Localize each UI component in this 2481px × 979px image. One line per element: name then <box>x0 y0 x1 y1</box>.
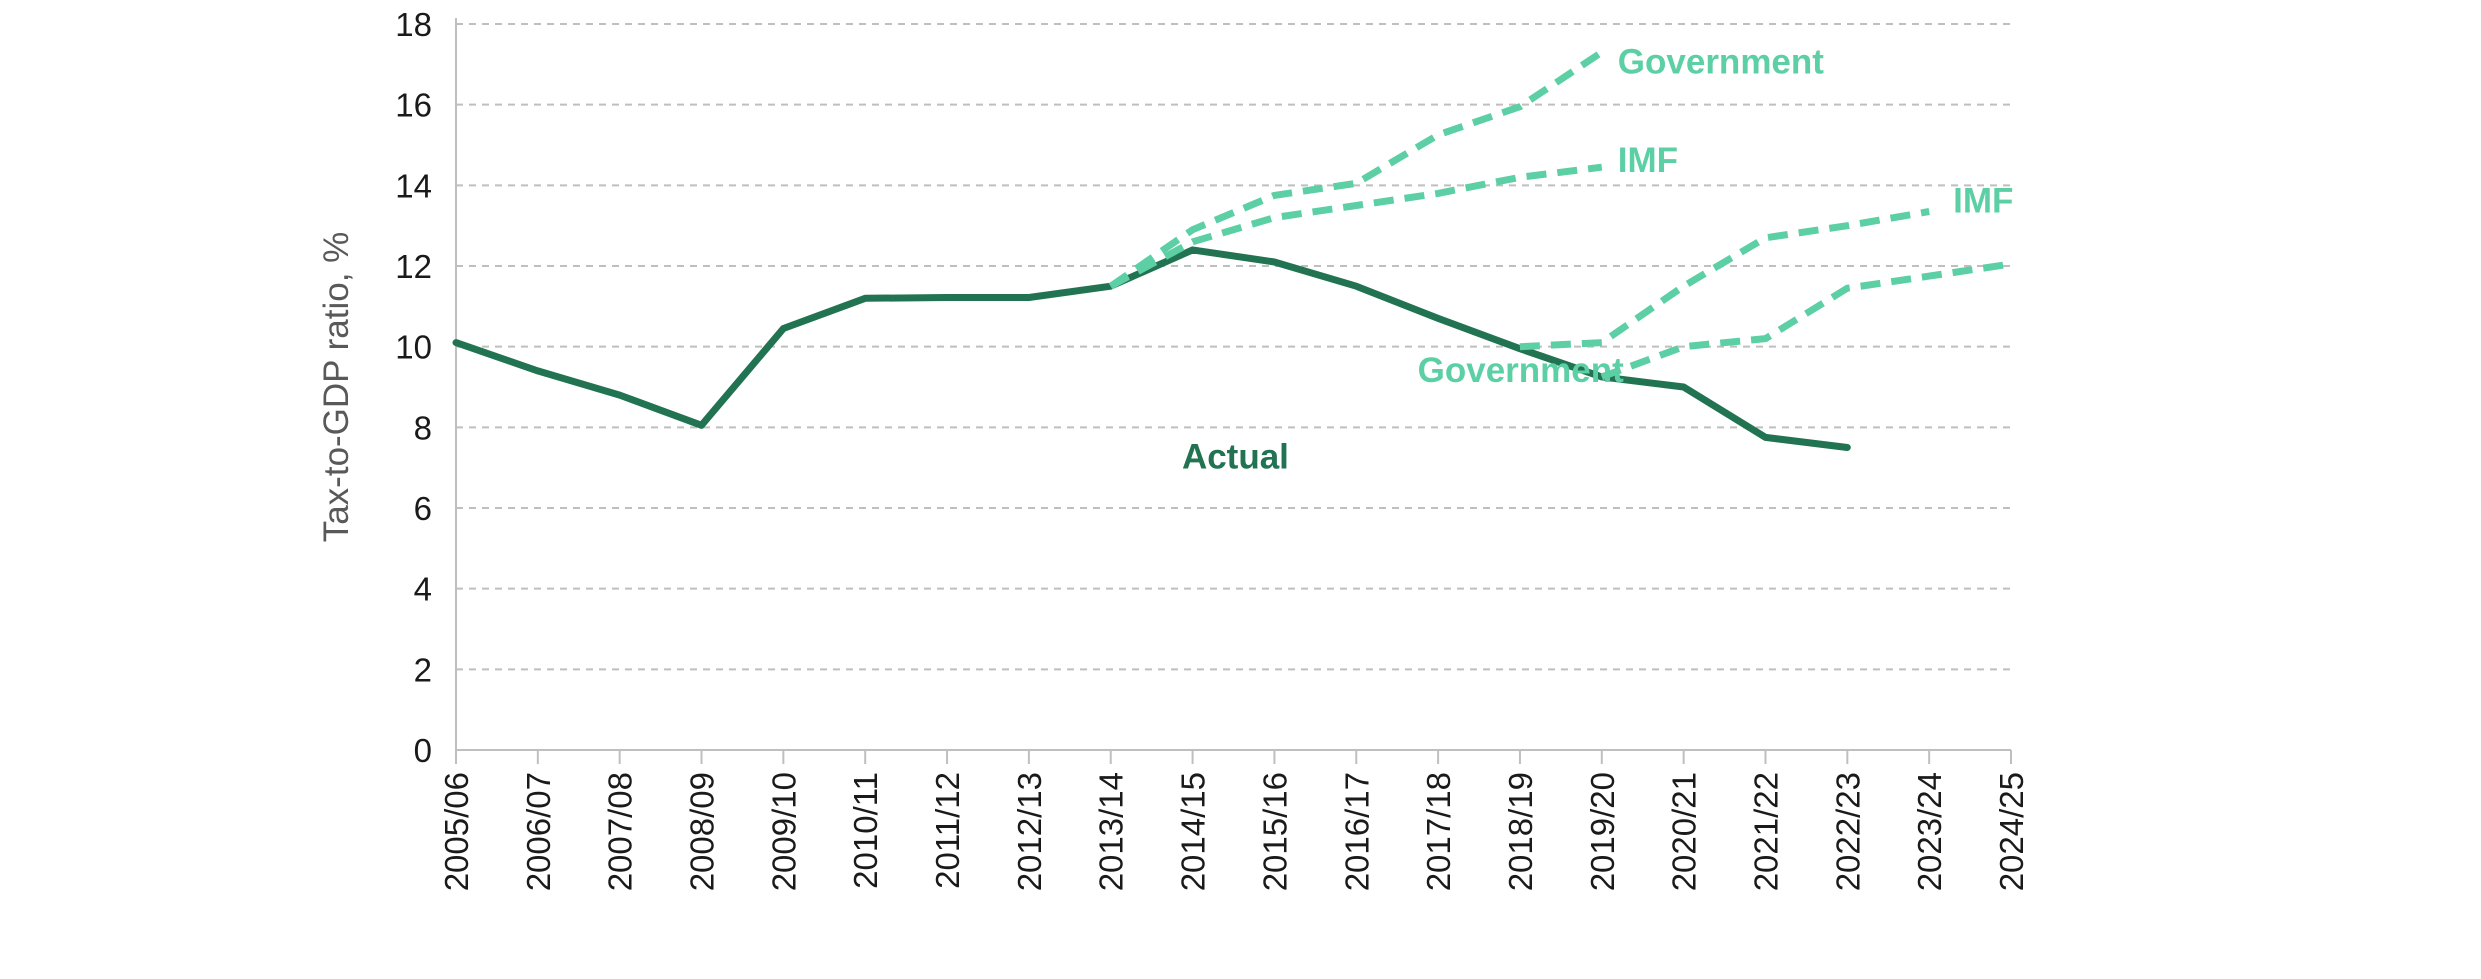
y-tick-label: 18 <box>395 6 432 43</box>
series-line-government-4 <box>1600 260 2012 381</box>
y-tick-label: 16 <box>395 87 432 124</box>
x-tick-label: 2019/20 <box>1584 772 1621 891</box>
x-tick-label: 2020/21 <box>1666 772 1703 891</box>
y-tick-label: 8 <box>414 409 432 446</box>
x-tick-label: 2013/14 <box>1093 772 1130 891</box>
series-lines <box>452 49 2012 451</box>
x-tick-label: 2011/12 <box>929 772 966 889</box>
series-label-government: Government <box>1418 351 1624 390</box>
y-tick-label: 14 <box>395 167 432 204</box>
axes: 0 2 4 6 8 10 12 14 16 18 2005/06 2006/07 2007/08 2008… <box>317 6 2030 891</box>
series-label-actual: Actual <box>1182 438 1289 477</box>
y-tick-label: 0 <box>414 732 432 769</box>
gridlines <box>456 23 2011 671</box>
x-tick-label: 2022/23 <box>1829 772 1866 891</box>
series-line-actual-0 <box>452 246 1851 451</box>
x-tick-label: 2015/16 <box>1256 772 1293 891</box>
x-tick-label: 2005/06 <box>438 772 475 891</box>
series-labels: Government IMF IMF Government Actual <box>1182 42 2013 476</box>
x-tick-label: 2012/13 <box>1011 772 1048 891</box>
x-tick-label: 2023/24 <box>1911 772 1948 891</box>
y-tick-label: 10 <box>395 329 432 366</box>
x-tick-label: 2017/18 <box>1420 772 1457 891</box>
y-tick-label: 12 <box>395 248 432 285</box>
x-tick-label: 2018/19 <box>1502 772 1539 891</box>
series-label-imf: IMF <box>1618 141 1678 180</box>
x-tick-label: 2021/22 <box>1747 772 1784 891</box>
series-label-imf: IMF <box>1953 181 2013 220</box>
series-label-government: Government <box>1618 42 1824 81</box>
y-tick-label: 2 <box>414 651 432 688</box>
x-tick-label: 2006/07 <box>520 772 557 891</box>
x-tick-label: 2008/09 <box>684 772 721 891</box>
x-tick-label: 2010/11 <box>847 772 884 889</box>
series-line-imf-2 <box>1109 163 1603 290</box>
y-tick-label: 6 <box>414 490 432 527</box>
series-line-government-1 <box>1108 49 1604 290</box>
series-line-imf-3 <box>1519 208 1930 351</box>
y-axis-title: Tax-to-GDP ratio, % <box>317 232 356 543</box>
x-tick-label: 2014/15 <box>1175 772 1212 891</box>
x-tick-label: 2016/17 <box>1338 772 1375 891</box>
x-tick-label: 2024/25 <box>1993 772 2030 891</box>
y-tick-label: 4 <box>414 571 432 608</box>
x-tick-label: 2009/10 <box>765 772 802 891</box>
x-tick-label: 2007/08 <box>602 772 639 891</box>
